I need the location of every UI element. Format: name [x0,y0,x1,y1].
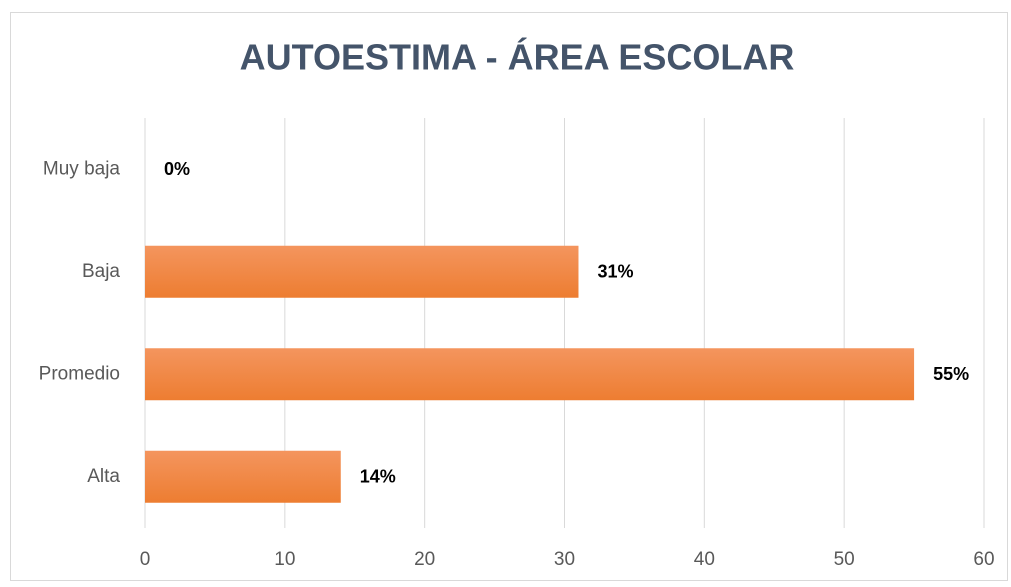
x-tick-label: 40 [694,549,715,570]
y-tick-label: Muy baja [43,158,121,179]
x-tick-label: 30 [554,549,575,570]
y-tick-label: Baja [82,261,120,282]
bar [145,348,915,401]
x-tick-label: 0 [140,549,151,570]
value-label: 31% [597,262,633,282]
value-label: 0% [164,159,190,179]
y-tick-label: Alta [87,466,120,487]
chart-title: AUTOESTIMA - ÁREA ESCOLAR [240,37,795,78]
x-tick-label: 60 [973,549,994,570]
x-tick-label: 20 [414,549,435,570]
bar [145,245,579,298]
value-label: 55% [933,364,969,384]
x-tick-label: 50 [834,549,855,570]
bar [145,450,341,503]
y-tick-label: Promedio [39,363,120,384]
value-label: 14% [360,467,396,487]
x-tick-label: 10 [274,549,295,570]
